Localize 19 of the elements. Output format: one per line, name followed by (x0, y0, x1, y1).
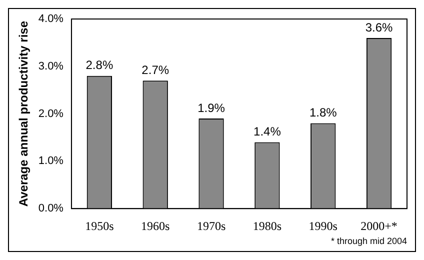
x-tick-label: 1990s (308, 218, 338, 233)
y-tick-label: 2.0% (38, 108, 64, 120)
data-label: 1.4% (254, 124, 282, 139)
data-label: 1.8% (309, 106, 338, 120)
x-tick-label: 1970s (196, 218, 226, 233)
y-tick-label: 0.0% (38, 202, 64, 215)
y-tick-label: 1.0% (38, 155, 64, 168)
x-tick-label: 1950s (85, 218, 114, 233)
data-label: 2.7% (142, 62, 170, 77)
x-tick-label: 2000+* (360, 218, 398, 233)
data-label: 1.9% (198, 100, 226, 115)
y-axis-title: Average annual productivity rise (16, 20, 31, 207)
y-tick-label: 4.0% (38, 13, 64, 26)
x-tick-label: 1980s (252, 218, 282, 233)
x-tick-label: 1960s (141, 218, 170, 233)
data-label: 3.6% (365, 20, 394, 34)
text: * through mid 2004 (330, 236, 407, 246)
data-label: 2.8% (86, 58, 114, 72)
y-tick-label: 3.0% (38, 60, 64, 72)
